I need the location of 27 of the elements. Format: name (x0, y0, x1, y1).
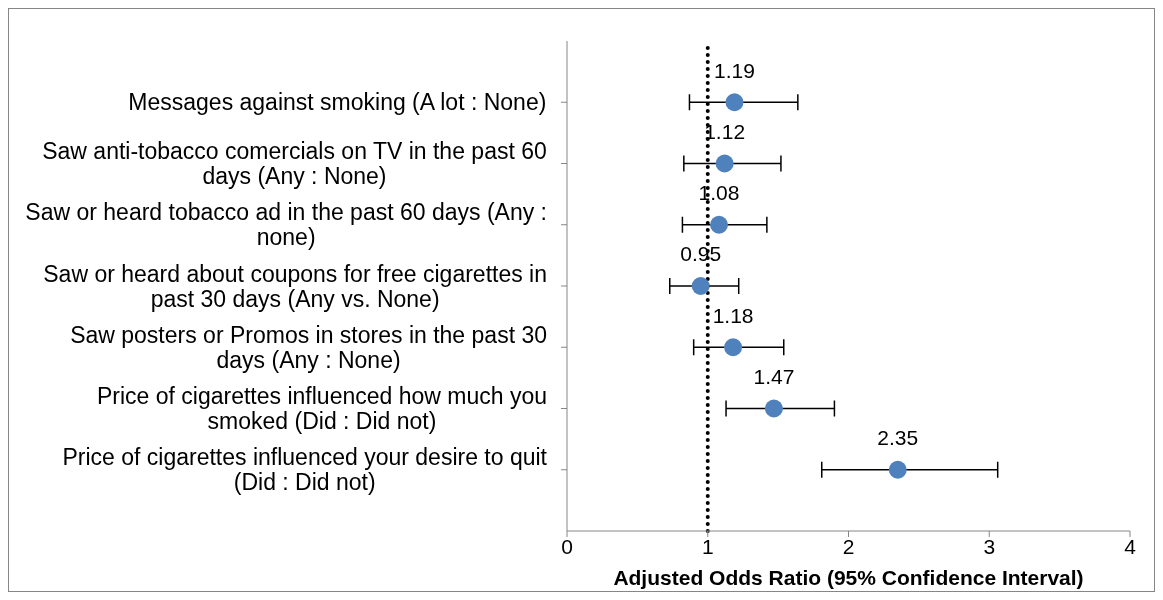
point (691, 277, 710, 295)
data-label: 1.08 (698, 181, 740, 205)
point (724, 338, 743, 357)
x-tick-label: 3 (983, 534, 996, 558)
data-label: 1.18 (712, 303, 754, 327)
y-tick-label: Saw or heard tobacco ad in the past 60 days (Any : none) (25, 199, 548, 251)
x-axis-title: Adjusted Odds Ratio (95% Confidence Interval) (613, 566, 1084, 589)
y-tick-label: Price of cigarettes influenced your desire to quit (Did : Did not) (62, 444, 548, 496)
point (888, 460, 907, 479)
data-label: 1.19 (714, 58, 755, 82)
x-tick-label: 2 (842, 534, 855, 558)
point (764, 399, 783, 418)
point (725, 93, 744, 112)
y-tick-label: Saw anti-tobacco comercials on TV in the past 60 days (Any : None) (42, 138, 547, 189)
data-label: 1.12 (704, 119, 746, 143)
x-tick-label: 4 (1124, 534, 1137, 558)
data-label: 2.35 (877, 426, 919, 450)
data-label: 0.95 (680, 242, 722, 266)
point (710, 215, 729, 234)
x-tick-label: 1 (701, 534, 714, 558)
y-tick-label: Messages against smoking (A lot : None) (128, 89, 547, 116)
y-tick-label: Saw or heard about coupons for free cigarettes in past 30 days (Any vs. None) (43, 260, 547, 312)
point (715, 154, 734, 173)
y-tick-label: Price of cigarettes influenced how much you smoked (Did : Did not) (96, 383, 548, 434)
y-tick-label: Saw posters or Promos in stores in the past 30 days (Any : None) (70, 321, 547, 373)
data-label: 1.47 (753, 364, 795, 388)
x-tick-label: 0 (561, 534, 573, 558)
